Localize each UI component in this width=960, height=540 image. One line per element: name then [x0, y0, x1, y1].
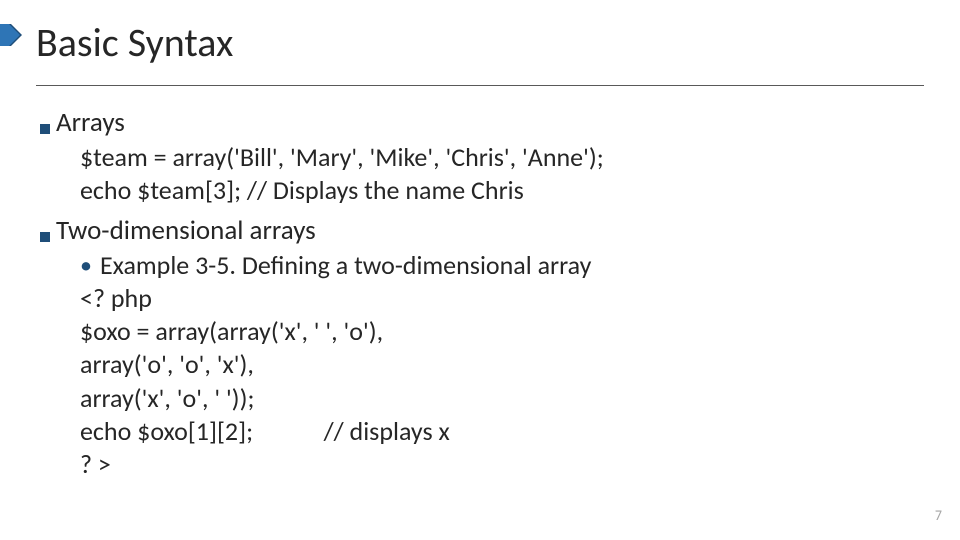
section-heading: Arrays [56, 106, 125, 139]
title-marker-icon [0, 24, 22, 46]
code-line: echo $team[3]; // Displays the name Chri… [80, 174, 920, 207]
section-arrays: Arrays $team = array('Bill', 'Mary', 'Mi… [40, 106, 920, 208]
slide-title: Basic Syntax [36, 18, 960, 67]
code-line: $oxo = array(array('x', ' ', 'o'), [80, 315, 920, 348]
code-line: echo $oxo[1][2]; // displays x [80, 415, 920, 448]
code-line: <? php [80, 282, 920, 315]
slide-content: Arrays $team = array('Bill', 'Mary', 'Mi… [0, 86, 960, 481]
sub-bullet-text: Example 3-5. Defining a two-dimensional … [100, 249, 591, 282]
page-number: 7 [935, 507, 942, 524]
section-heading: Two-dimensional arrays [56, 214, 316, 247]
dot-bullet-icon: • [80, 254, 92, 278]
square-bullet-icon [40, 232, 50, 242]
square-bullet-icon [40, 124, 50, 134]
code-line: array('o', 'o', 'x'), [80, 348, 920, 381]
section-two-dim: Two-dimensional arrays • Example 3-5. De… [40, 214, 920, 482]
code-line: $team = array('Bill', 'Mary', 'Mike', 'C… [80, 141, 920, 174]
code-line: ? > [80, 448, 920, 481]
code-line: array('x', 'o', ' ')); [80, 382, 920, 415]
